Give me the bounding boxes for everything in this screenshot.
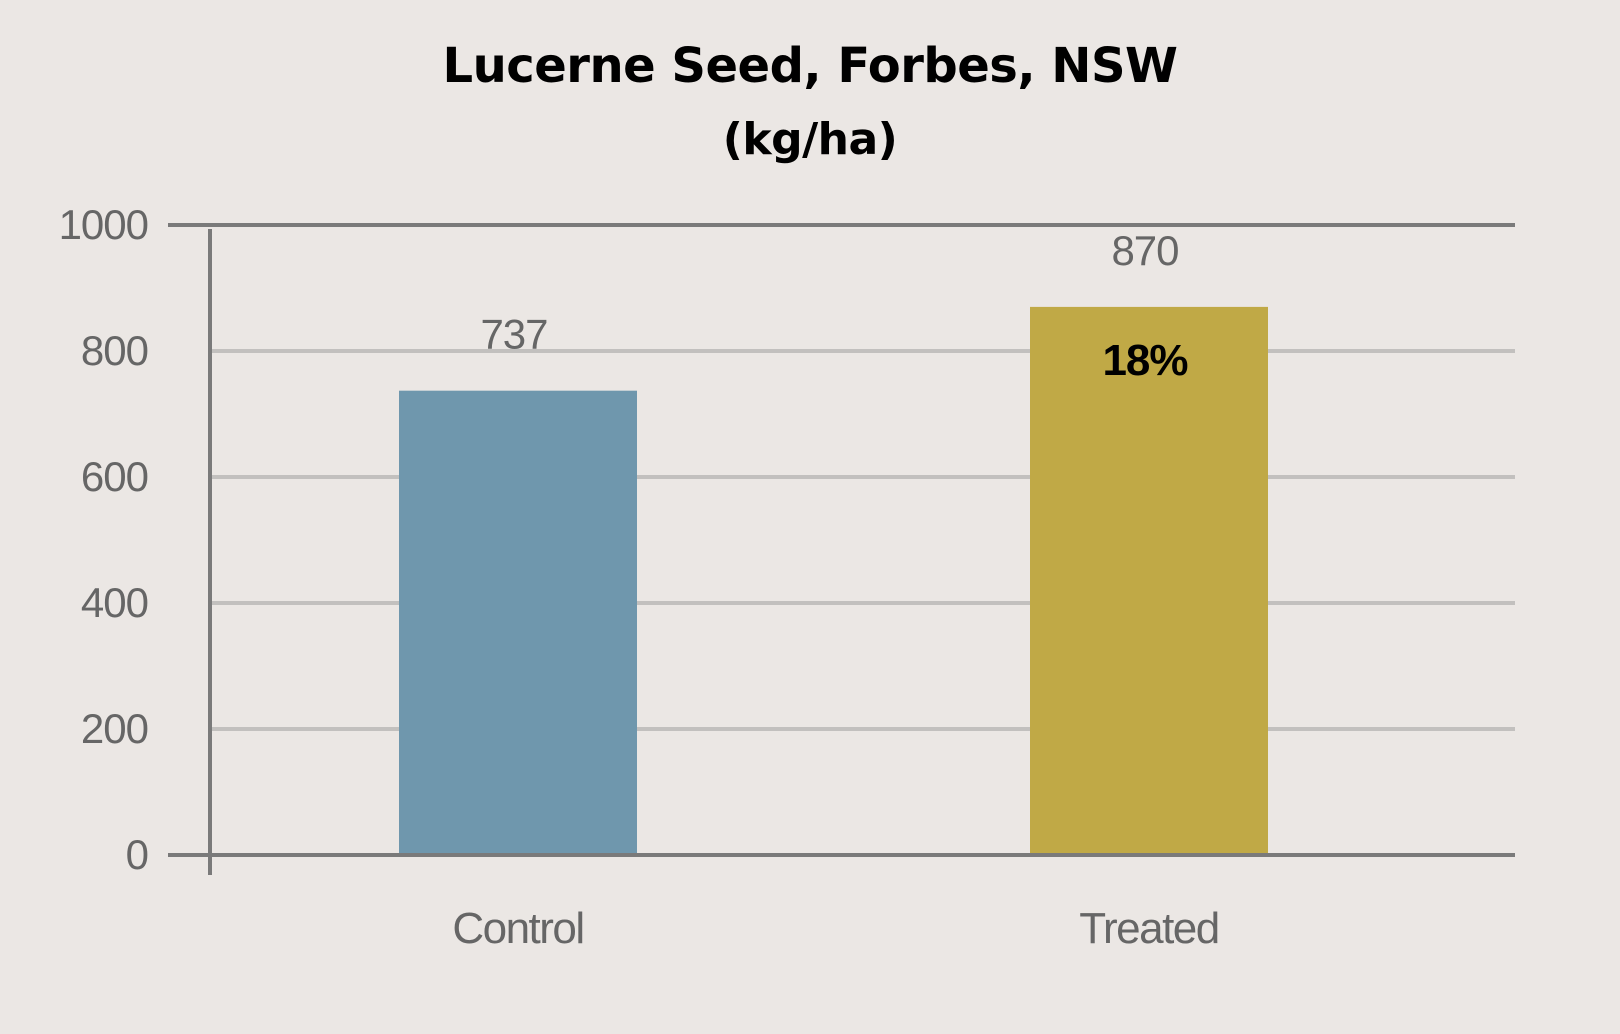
x-tick-label: Treated xyxy=(1079,904,1219,953)
x-tick-label: Control xyxy=(452,904,583,953)
labels: 0 200 400 600 800 1000 737 Control 870 Treated 18% xyxy=(59,201,1221,953)
bar-treated xyxy=(1030,306,1268,855)
y-tick-label: 200 xyxy=(81,705,148,752)
data-label: 870 xyxy=(1111,227,1178,274)
chart-subtitle: (kg/ha) xyxy=(722,114,898,165)
chart-title: Lucerne Seed, Forbes, NSW xyxy=(442,38,1178,94)
y-tick-label: 600 xyxy=(81,453,148,500)
y-tick-label: 1000 xyxy=(59,201,148,248)
y-tick-label: 400 xyxy=(81,579,148,626)
bars xyxy=(399,306,1268,855)
axes xyxy=(168,223,1515,875)
y-tick-label: 0 xyxy=(126,831,148,878)
percent-increase-annotation: 18% xyxy=(1102,336,1187,385)
y-tick-label: 800 xyxy=(81,327,148,374)
bar-control xyxy=(399,390,637,855)
data-label: 737 xyxy=(480,311,547,358)
